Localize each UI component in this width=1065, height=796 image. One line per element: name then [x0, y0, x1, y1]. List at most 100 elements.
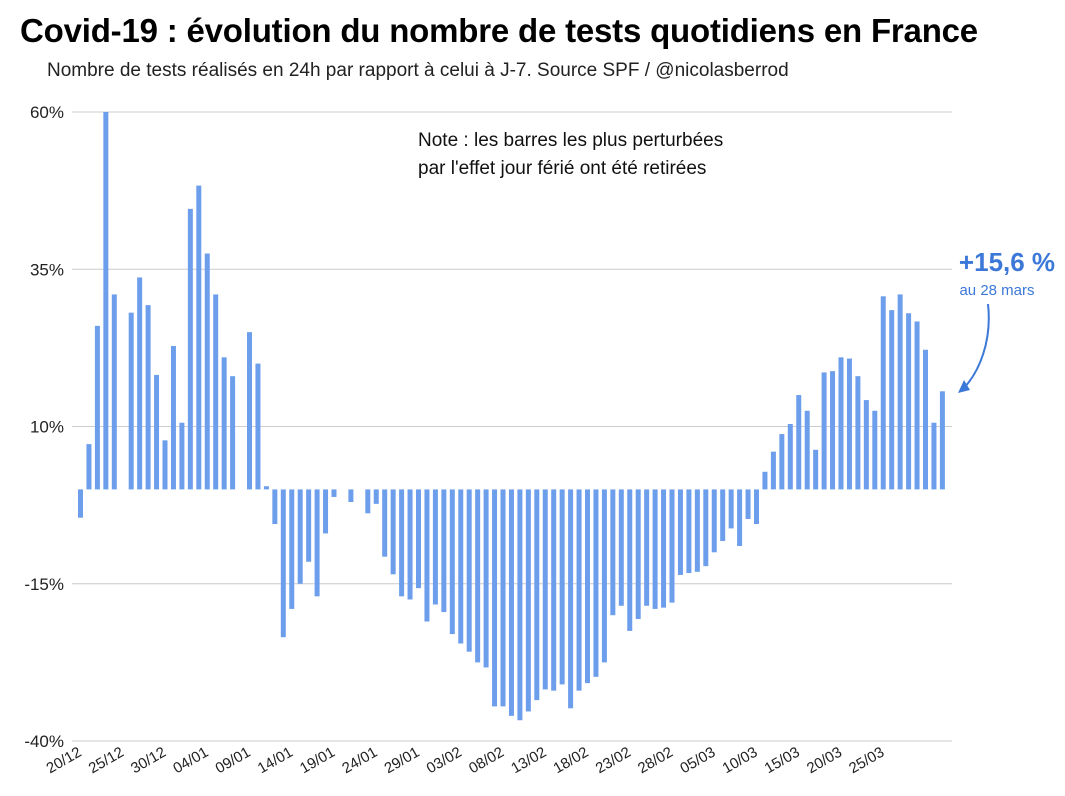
bar: [382, 489, 388, 557]
bar: [711, 489, 717, 553]
bar: [703, 489, 709, 567]
bar: [247, 332, 252, 490]
x-tick-label: 25/12: [86, 744, 127, 777]
bar: [923, 349, 928, 490]
bar: [255, 363, 261, 490]
bar: [897, 294, 903, 490]
bar: [517, 489, 523, 721]
y-axis-labels: 60% 35% 10% -15% -40%: [24, 103, 64, 751]
bar: [441, 489, 447, 613]
bar: [297, 489, 303, 584]
bar: [525, 489, 531, 712]
y-tick-label: 35%: [30, 260, 64, 279]
bar: [601, 489, 607, 663]
bar: [407, 489, 413, 600]
y-tick-label: 10%: [30, 418, 64, 437]
bar: [855, 376, 861, 490]
x-tick-label: 05/03: [677, 744, 718, 777]
bar: [94, 325, 100, 490]
bar: [787, 423, 793, 490]
x-tick-label: 15/03: [762, 744, 803, 777]
bar: [399, 489, 405, 597]
bar: [931, 422, 937, 490]
bar: [331, 489, 337, 497]
note-line-2: par l'effet jour férié ont été retirées: [418, 158, 706, 179]
bar: [492, 489, 498, 707]
bar: [458, 489, 464, 644]
x-tick-label: 25/03: [846, 744, 887, 777]
bar: [280, 489, 286, 638]
bar: [880, 296, 886, 490]
bar: [365, 489, 371, 514]
bar: [162, 440, 168, 490]
bar: [272, 489, 278, 524]
bar: [796, 395, 802, 490]
bar: [196, 185, 202, 490]
bar: [872, 410, 878, 490]
bar: [821, 372, 827, 490]
y-tick-label: 60%: [30, 103, 64, 122]
bar: [348, 489, 354, 502]
bar: [137, 277, 143, 490]
bar: [669, 489, 675, 603]
bar: [770, 451, 776, 490]
x-tick-label: 09/01: [212, 744, 253, 777]
bar: [661, 489, 667, 608]
bar: [542, 489, 548, 690]
bar: [804, 410, 810, 490]
bar: [585, 489, 590, 684]
bar: [576, 489, 582, 691]
bar: [914, 321, 920, 490]
bar: [179, 422, 185, 490]
bar: [323, 489, 329, 534]
bar: [103, 112, 109, 490]
bar: [432, 489, 438, 605]
x-tick-label: 18/02: [550, 744, 591, 777]
bar: [475, 489, 481, 663]
bar: [263, 486, 269, 490]
y-tick-label: -40%: [24, 732, 64, 751]
bar: [559, 489, 565, 685]
bar: [889, 310, 895, 490]
bar: [306, 489, 312, 562]
bar: [779, 434, 785, 490]
bar: [390, 489, 396, 575]
x-tick-label: 13/02: [508, 744, 549, 777]
bar: [813, 449, 819, 490]
bar: [830, 371, 836, 490]
bar: [694, 489, 700, 572]
bars: [78, 112, 945, 721]
bar: [551, 489, 557, 691]
bar: [627, 489, 633, 631]
bar: [846, 358, 852, 490]
x-tick-label: 03/02: [424, 744, 465, 777]
bar: [737, 489, 743, 547]
note-line-1: Note : les barres les plus perturbées: [418, 130, 723, 151]
bar: [145, 305, 151, 490]
bar: [154, 374, 160, 490]
x-axis-labels: 20/12 25/12 30/12 04/01 09/01 14/01 19/01 24/01…: [43, 744, 887, 777]
bar: [754, 489, 759, 524]
bar: [508, 489, 514, 716]
bar: [534, 489, 540, 701]
bar: [677, 489, 683, 575]
annotation-value: +15,6 %: [959, 247, 1055, 277]
y-tick-label: -15%: [24, 575, 64, 594]
bar: [449, 489, 455, 635]
annotation-arrow-head: [958, 380, 970, 393]
bar: [314, 489, 320, 597]
x-tick-label: 19/01: [297, 744, 338, 777]
bar: [466, 489, 472, 652]
bar: [762, 471, 768, 490]
bar: [221, 357, 227, 490]
gridlines: [72, 111, 952, 742]
bar: [424, 489, 430, 622]
x-tick-label: 20/03: [804, 744, 845, 777]
bar: [728, 489, 734, 529]
bar: [863, 400, 869, 490]
bar: [213, 294, 219, 490]
x-tick-label: 29/01: [381, 744, 422, 777]
bar: [111, 294, 117, 490]
x-tick-label: 23/02: [593, 744, 634, 777]
chart-title: Covid-19 : évolution du nombre de tests …: [20, 12, 978, 49]
